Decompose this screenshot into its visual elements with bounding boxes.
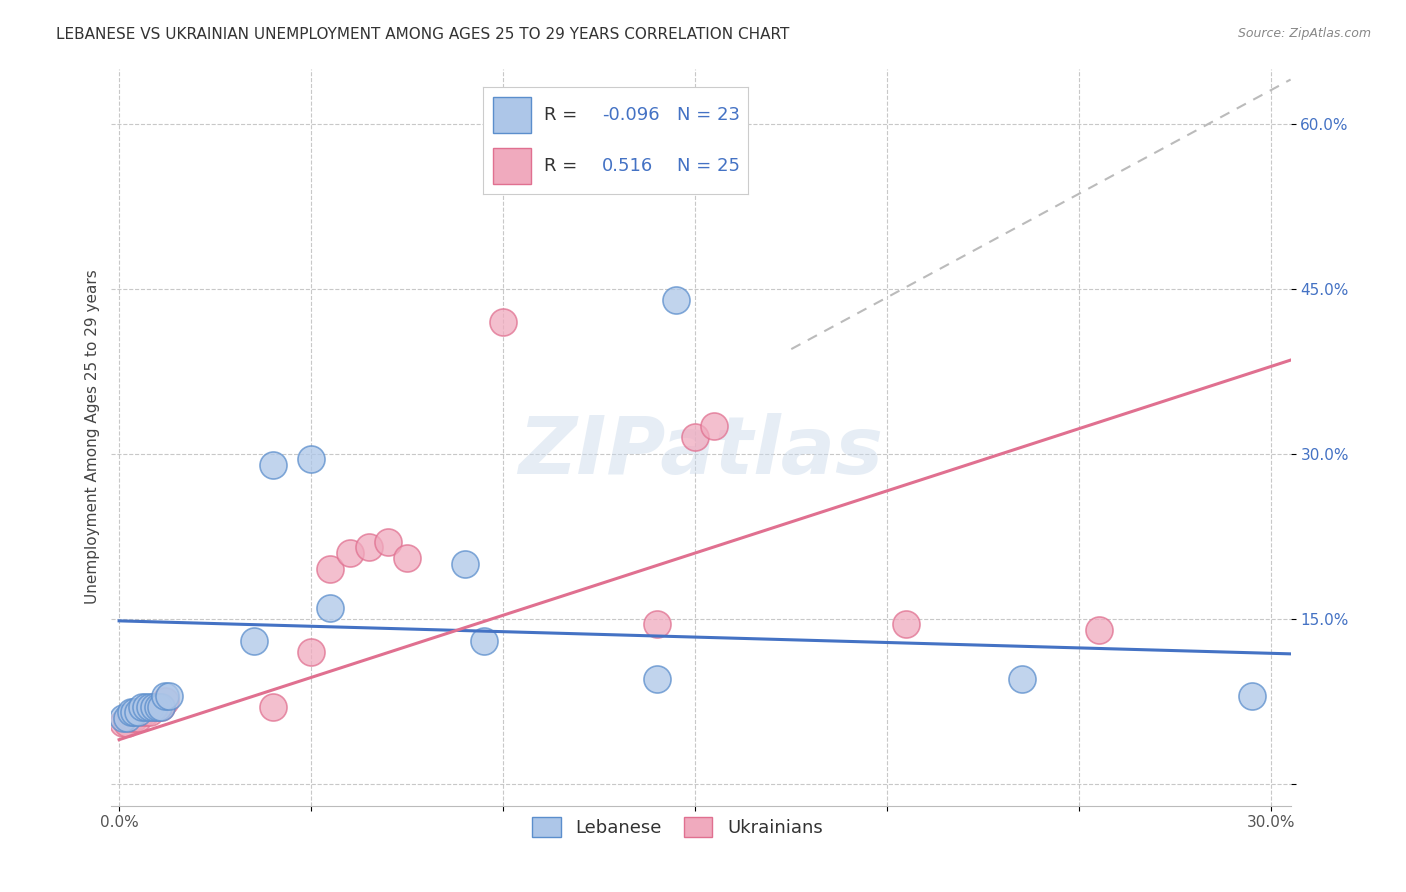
- Lebanese: [131, 699, 153, 714]
- Ukrainians: [1087, 623, 1109, 637]
- Ukrainians: [150, 699, 173, 714]
- Lebanese: [146, 699, 169, 714]
- Ukrainians: [396, 551, 419, 566]
- Y-axis label: Unemployment Among Ages 25 to 29 years: Unemployment Among Ages 25 to 29 years: [86, 269, 100, 605]
- Ukrainians: [153, 694, 176, 708]
- Ukrainians: [135, 705, 157, 719]
- Lebanese: [299, 452, 322, 467]
- Lebanese: [124, 705, 146, 719]
- Ukrainians: [357, 540, 380, 554]
- Ukrainians: [377, 534, 399, 549]
- Lebanese: [665, 293, 688, 307]
- Lebanese: [1241, 689, 1264, 703]
- Ukrainians: [142, 699, 165, 714]
- Lebanese: [472, 633, 495, 648]
- Lebanese: [111, 711, 134, 725]
- Lebanese: [135, 699, 157, 714]
- Lebanese: [127, 705, 149, 719]
- Legend: Lebanese, Ukrainians: Lebanese, Ukrainians: [524, 809, 830, 845]
- Ukrainians: [120, 711, 142, 725]
- Ukrainians: [146, 699, 169, 714]
- Lebanese: [120, 705, 142, 719]
- Ukrainians: [339, 546, 361, 560]
- Lebanese: [262, 458, 284, 472]
- Lebanese: [150, 699, 173, 714]
- Lebanese: [319, 600, 342, 615]
- Lebanese: [115, 711, 138, 725]
- Ukrainians: [896, 617, 918, 632]
- Ukrainians: [124, 711, 146, 725]
- Text: ZIPatlas: ZIPatlas: [519, 413, 883, 491]
- Ukrainians: [131, 705, 153, 719]
- Ukrainians: [703, 419, 725, 434]
- Lebanese: [157, 689, 180, 703]
- Lebanese: [153, 689, 176, 703]
- Ukrainians: [492, 315, 515, 329]
- Lebanese: [242, 633, 264, 648]
- Ukrainians: [111, 716, 134, 731]
- Text: Source: ZipAtlas.com: Source: ZipAtlas.com: [1237, 27, 1371, 40]
- Lebanese: [139, 699, 162, 714]
- Ukrainians: [127, 711, 149, 725]
- Ukrainians: [319, 562, 342, 576]
- Text: LEBANESE VS UKRAINIAN UNEMPLOYMENT AMONG AGES 25 TO 29 YEARS CORRELATION CHART: LEBANESE VS UKRAINIAN UNEMPLOYMENT AMONG…: [56, 27, 790, 42]
- Ukrainians: [299, 645, 322, 659]
- Ukrainians: [262, 699, 284, 714]
- Lebanese: [142, 699, 165, 714]
- Ukrainians: [683, 430, 706, 444]
- Lebanese: [645, 672, 668, 686]
- Ukrainians: [645, 617, 668, 632]
- Ukrainians: [115, 716, 138, 731]
- Lebanese: [1011, 672, 1033, 686]
- Ukrainians: [139, 705, 162, 719]
- Lebanese: [454, 557, 477, 571]
